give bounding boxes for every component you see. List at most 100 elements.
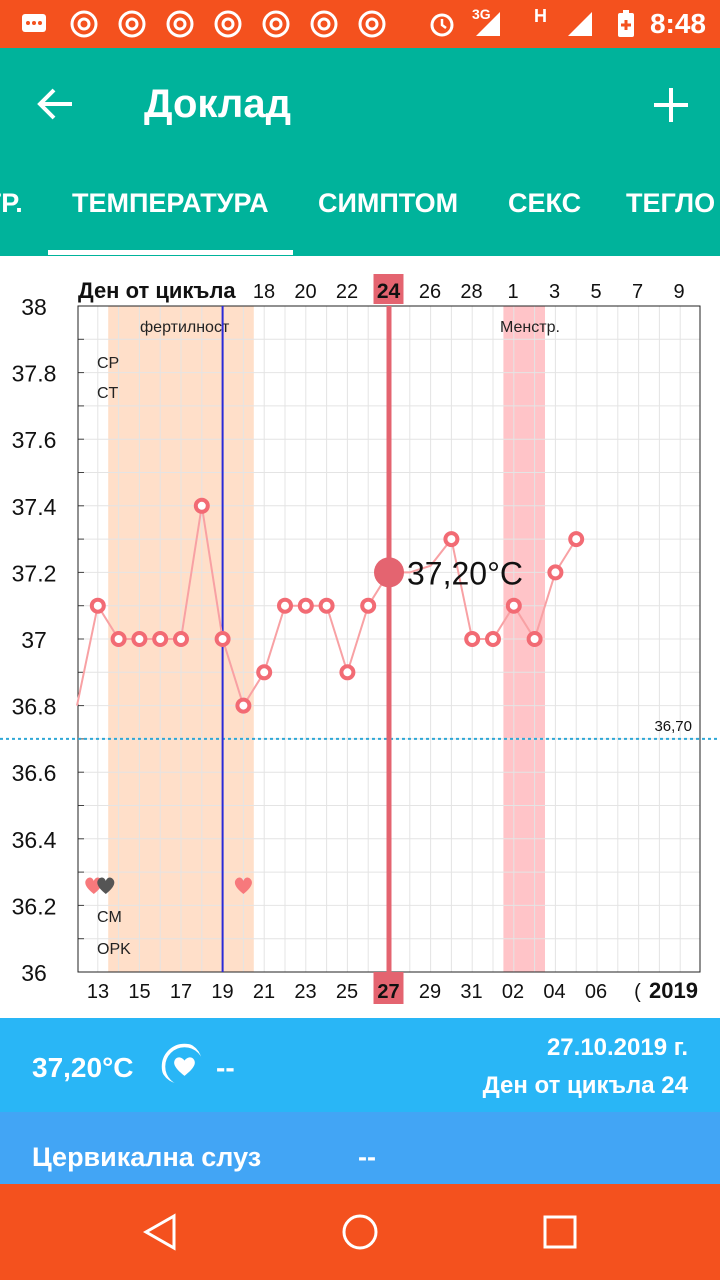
selected-value-label: 37,20°C — [407, 555, 523, 591]
temperature-point[interactable] — [568, 531, 585, 548]
navigation-bar — [0, 1184, 720, 1280]
page-title: Доклад — [144, 82, 291, 126]
top-axis-label: Ден от цикъла — [78, 278, 236, 303]
top-tick-label: 20 — [294, 281, 316, 303]
y-tick-label: 37.6 — [12, 427, 57, 453]
y-tick-label: 37.4 — [12, 494, 57, 520]
chrome-icon — [358, 10, 386, 38]
top-tick-label: 5 — [590, 281, 601, 303]
temperature-point[interactable] — [256, 664, 273, 681]
sex-heart-icon — [97, 877, 115, 894]
year-label: 2019 — [649, 978, 698, 1003]
top-tick-label: 1 — [507, 281, 518, 303]
add-icon[interactable] — [650, 84, 692, 126]
signal-icon — [568, 12, 592, 36]
temperature-point[interactable] — [339, 664, 356, 681]
home-circle-icon[interactable] — [340, 1212, 380, 1252]
y-tick-label: 36 — [21, 960, 47, 986]
bottom-tick-label: 04 — [543, 981, 565, 1003]
mucus-value: -- — [358, 1142, 376, 1172]
clock: 8:48 — [649, 8, 706, 39]
battery-icon — [618, 10, 634, 37]
alarm-icon — [430, 13, 454, 37]
temperature-point[interactable] — [360, 597, 377, 614]
y-tick-label: 36.4 — [12, 827, 57, 853]
temperature-point[interactable] — [89, 597, 106, 614]
bottom-tick-label: 23 — [294, 981, 316, 1003]
temperature-point[interactable] — [214, 631, 231, 647]
fertile-label: фертилност — [140, 319, 230, 336]
temperature-point[interactable] — [152, 631, 169, 647]
selected-date: 27.10.2019 г. — [546, 1034, 688, 1061]
mucus-label: Цервикална слуз — [32, 1142, 262, 1172]
chrome-icon — [70, 10, 98, 38]
bottom-row-label: OPK — [97, 941, 131, 958]
temperature-point[interactable] — [485, 631, 501, 647]
temperature-point[interactable] — [297, 597, 314, 614]
y-tick-label: 37 — [21, 627, 47, 653]
temperature-point[interactable] — [235, 697, 252, 714]
y-tick-label: 36.8 — [12, 694, 57, 720]
chrome-icon — [118, 10, 146, 38]
temperature-point[interactable] — [464, 631, 481, 647]
app-bar: Доклад — [0, 48, 720, 256]
sex-heart-icon — [234, 877, 252, 894]
bottom-tick-label: 21 — [253, 981, 275, 1003]
tab-chart[interactable]: ГР. — [0, 188, 23, 218]
top-tick-label: 9 — [673, 281, 684, 303]
temperature-point[interactable] — [193, 497, 210, 514]
y-tick-label: 37.8 — [12, 361, 57, 387]
chrome-icon — [310, 10, 338, 38]
back-triangle-icon[interactable] — [140, 1212, 180, 1252]
tab-sex[interactable]: СЕКС — [508, 188, 582, 218]
temperature-point[interactable] — [443, 531, 460, 548]
tab-temperature[interactable]: ТЕМПЕРАТУРА — [72, 188, 269, 218]
heart-icon — [161, 1043, 202, 1084]
selected-point[interactable] — [374, 557, 404, 588]
temperature-point[interactable] — [173, 631, 189, 647]
top-row-label: CP — [97, 355, 119, 372]
bottom-tick-label: 06 — [585, 981, 607, 1003]
menstruation-label: Менстр. — [500, 319, 560, 336]
recents-square-icon[interactable] — [540, 1212, 580, 1252]
top-tick-label: 7 — [632, 281, 643, 303]
top-row-label: CT — [97, 385, 119, 402]
mucus-row[interactable]: Цервикална слуз -- — [0, 1112, 720, 1184]
top-tick-label: 26 — [419, 281, 441, 303]
tab-symptom[interactable]: СИМПТОМ — [318, 188, 459, 218]
bottom-tick-label: 13 — [87, 981, 109, 1003]
message-icon — [22, 14, 46, 32]
selected-bottom-tick-background — [373, 972, 404, 1004]
y-tick-label: 36.2 — [12, 893, 57, 919]
temperature-point[interactable] — [526, 631, 543, 647]
bottom-tick-label: 02 — [502, 981, 524, 1003]
sex-value: -- — [216, 1052, 235, 1083]
y-tick-label: 38 — [21, 294, 47, 320]
top-tick-label-selected: 24 — [377, 280, 401, 303]
temperature-point[interactable] — [505, 597, 522, 614]
temperature-chart[interactable]: 36 36.2 36.4 36.6 36.8 37 37.2 37.4 37.6 37.8 38 Д… — [0, 256, 720, 1018]
bottom-tick-label: 31 — [460, 981, 482, 1003]
y-tick-label: 36.6 — [12, 760, 57, 786]
signal-icon — [476, 12, 500, 36]
chrome-icon — [262, 10, 290, 38]
back-arrow-icon[interactable] — [36, 84, 76, 124]
bottom-row-label: CM — [97, 909, 122, 926]
bottom-tick-label-selected: 27 — [377, 981, 399, 1003]
selected-day-summary: 37,20°C -- 27.10.2019 г. Ден от цикъла 2… — [0, 1018, 720, 1112]
y-tick-label: 37.2 — [12, 560, 57, 586]
bottom-tick-label: 25 — [336, 981, 358, 1003]
top-tick-label: 3 — [549, 281, 560, 303]
top-tick-label: 18 — [253, 281, 275, 303]
temperature-point[interactable] — [318, 597, 335, 614]
selected-temperature: 37,20°C — [32, 1052, 134, 1083]
top-tick-label: 22 — [336, 281, 358, 303]
temperature-point[interactable] — [110, 631, 127, 647]
chrome-icon — [214, 10, 242, 38]
temperature-point[interactable] — [131, 631, 148, 647]
tab-weight[interactable]: ТЕГЛО — [626, 188, 716, 218]
coverline-label: 36,70 — [654, 718, 692, 735]
temperature-point[interactable] — [277, 597, 293, 614]
temperature-point[interactable] — [547, 564, 564, 581]
